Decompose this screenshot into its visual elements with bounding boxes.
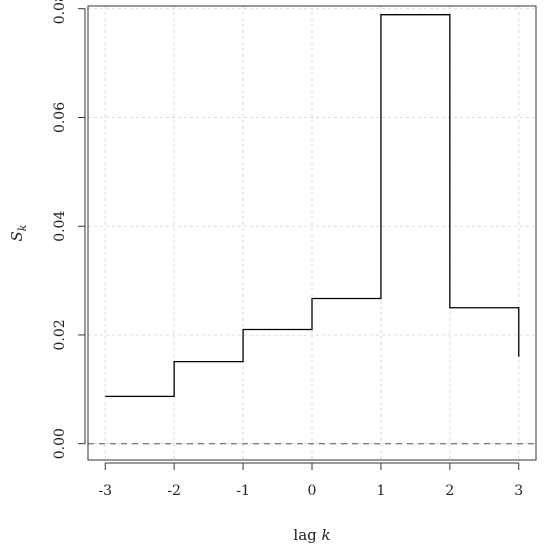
y-tick-label: 0.06	[52, 102, 68, 133]
plot-frame	[87, 5, 537, 461]
step-series	[105, 14, 520, 398]
y-tick-label: 0.08	[52, 0, 68, 24]
x-tick-label: -1	[236, 483, 250, 499]
grid	[88, 6, 536, 460]
x-axis-title-main: lag	[293, 526, 321, 544]
x-axis-title-var: k	[322, 526, 331, 544]
y-tick-label: 0.02	[52, 319, 68, 350]
x-axis-title: lag k	[293, 526, 330, 544]
y-axis-title-sub: k	[16, 224, 29, 231]
x-tick-label: -2	[167, 483, 181, 499]
step-line	[105, 14, 520, 398]
x-tick-label: -3	[98, 483, 112, 499]
x-tick-label: 1	[376, 483, 385, 499]
y-axis: 0.00 0.02 0.04 0.06 0.08	[52, 0, 86, 459]
x-tick-label: 0	[308, 483, 317, 499]
y-axis-title-main: S	[8, 231, 26, 241]
y-tick-label: 0.00	[52, 428, 68, 459]
y-axis-title: Sk	[8, 224, 29, 241]
y-tick-label: 0.04	[52, 211, 68, 242]
x-tick-label: 2	[445, 483, 454, 499]
x-axis: -3 -2 -1 0 1 2 3	[98, 462, 523, 499]
x-tick-label: 3	[514, 483, 523, 499]
